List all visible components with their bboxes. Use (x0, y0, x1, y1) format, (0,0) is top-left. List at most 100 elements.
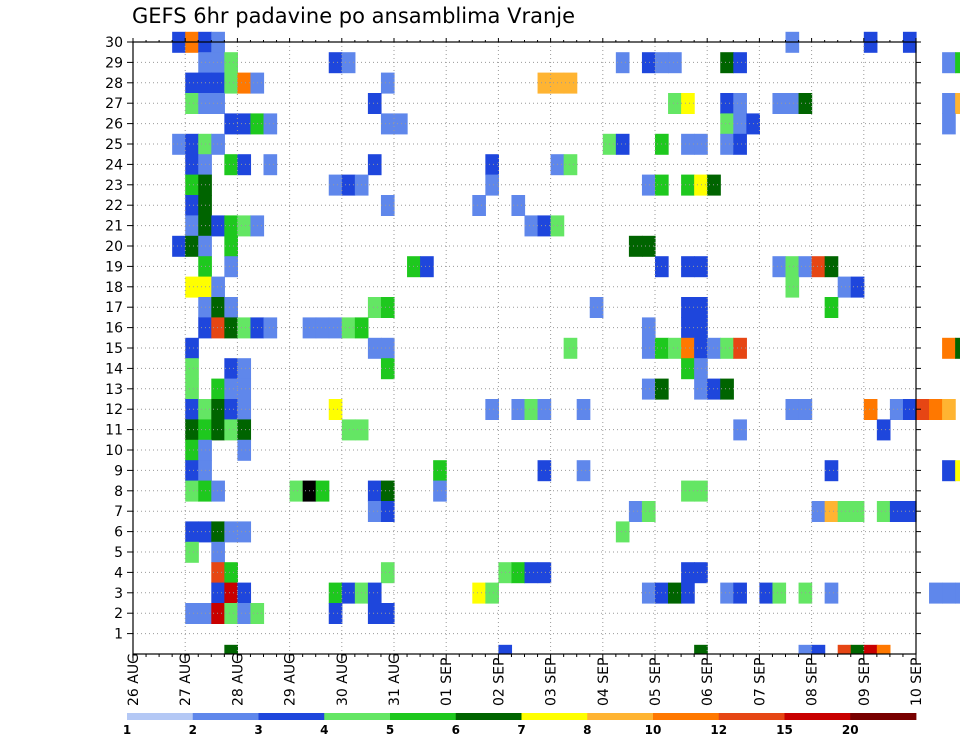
heatmap-cell (380, 195, 395, 216)
heatmap-cell (237, 113, 252, 135)
y-tick-label: 24 (105, 157, 123, 173)
heatmap-cell (837, 276, 852, 298)
colorbar-label: 7 (517, 723, 525, 737)
heatmap-cell (185, 378, 199, 400)
colorbar-label: 20 (842, 723, 859, 737)
heatmap-cell (211, 480, 225, 502)
heatmap-cell (367, 582, 382, 604)
heatmap-cell (720, 133, 734, 155)
heatmap-cell (876, 501, 891, 522)
heatmap-cell (694, 317, 708, 339)
y-tick-label: 23 (105, 178, 123, 194)
colorbar-swatch (258, 713, 325, 720)
x-tick-label: 03 SEP (544, 658, 560, 706)
heatmap-cell (511, 399, 526, 420)
heatmap-cell (668, 93, 682, 114)
heatmap-cell (628, 235, 643, 257)
heatmap-cell (955, 52, 960, 74)
heatmap-cell (615, 52, 630, 74)
heatmap-cell (694, 562, 708, 584)
heatmap-cell (185, 276, 199, 298)
heatmap-cell (211, 52, 225, 74)
y-tick-label: 25 (105, 137, 123, 153)
heatmap-cell (811, 256, 826, 278)
y-tick-label: 28 (105, 76, 123, 92)
heatmap-cell (955, 93, 960, 114)
heatmap-cell (681, 93, 695, 114)
x-tick-label: 30 AUG (335, 653, 351, 706)
heatmap-cell (224, 154, 238, 176)
colorbar-label: 2 (189, 723, 197, 737)
heatmap-cell (211, 276, 225, 298)
heatmap-cell (185, 603, 199, 624)
heatmap-cell (537, 215, 552, 237)
colorbar-swatch (390, 713, 457, 720)
heatmap-cell (380, 480, 395, 502)
x-tick-label: 28 AUG (230, 653, 246, 706)
heatmap-cell (641, 337, 656, 359)
x-tick-label: 08 SEP (805, 658, 821, 706)
heatmap-cell (707, 378, 721, 400)
heatmap-cell (224, 72, 238, 94)
heatmap-cell (615, 521, 630, 543)
y-tick-label: 22 (105, 198, 123, 214)
x-tick-label: 29 AUG (283, 653, 299, 706)
heatmap-cell (563, 337, 578, 359)
heatmap-cell (185, 72, 199, 94)
heatmap-cell (380, 501, 395, 522)
heatmap-cell (824, 256, 839, 278)
heatmap-cell (211, 582, 225, 604)
heatmap-cell (694, 378, 708, 400)
heatmap-cell (328, 174, 343, 196)
heatmap-cell (733, 93, 747, 114)
heatmap-cell (237, 439, 252, 461)
heatmap-cell (694, 174, 708, 196)
heatmap-cell (367, 480, 382, 502)
heatmap-cell (537, 460, 552, 482)
y-tick-label: 15 (105, 341, 123, 357)
heatmap-cell (224, 113, 238, 135)
heatmap-cell (681, 317, 695, 339)
heatmap-cell (563, 72, 578, 94)
heatmap-cell (185, 419, 199, 441)
y-tick-label: 2 (114, 606, 123, 622)
heatmap-cell (237, 582, 252, 604)
heatmap-cell (328, 317, 343, 339)
heatmap-cell (367, 603, 382, 624)
heatmap-cell (916, 399, 930, 420)
heatmap-cell (185, 460, 199, 482)
heatmap-cell (524, 215, 539, 237)
heatmap-cell (367, 154, 382, 176)
heatmap-cell (211, 562, 225, 584)
heatmap-cell (524, 399, 539, 420)
x-tick-label: 04 SEP (596, 658, 612, 706)
heatmap-cell (955, 337, 960, 359)
heatmap-cell (824, 297, 839, 318)
colorbar-label: 6 (452, 723, 460, 737)
heatmap-cell (798, 644, 813, 654)
heatmap-cell (185, 521, 199, 543)
heatmap-cell (224, 644, 238, 654)
heatmap-cell (237, 603, 252, 624)
colorbar-label: 8 (583, 723, 591, 737)
heatmap-cell (681, 174, 695, 196)
y-tick-label: 1 (114, 627, 123, 643)
heatmap-cell (237, 378, 252, 400)
heatmap-cell (185, 195, 199, 216)
heatmap-cell (589, 297, 604, 318)
colorbar-label: 1 (123, 723, 131, 737)
heatmap-cell (889, 501, 904, 522)
heatmap-cell (237, 154, 252, 176)
heatmap-cell (263, 154, 278, 176)
heatmap-cell (237, 521, 252, 543)
heatmap-cell (185, 133, 199, 155)
heatmap-cell (394, 113, 408, 135)
heatmap-cell (237, 399, 252, 420)
heatmap-cell (615, 133, 630, 155)
heatmap-cell (707, 174, 721, 196)
heatmap-cell (211, 72, 225, 94)
heatmap-cell (185, 337, 199, 359)
heatmap-cell (681, 297, 695, 318)
heatmap-cell (733, 133, 747, 155)
heatmap-cell (733, 113, 747, 135)
